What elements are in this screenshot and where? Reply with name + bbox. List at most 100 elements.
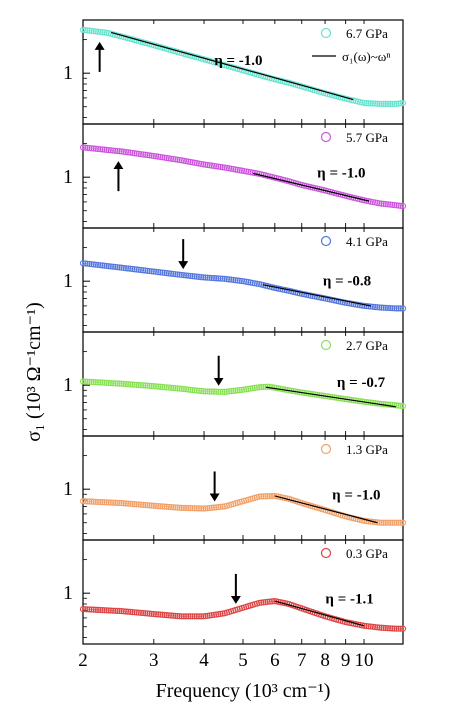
data-point [176, 504, 183, 511]
data-point [378, 304, 385, 311]
data-point [262, 493, 269, 500]
power-law-fit-line [265, 386, 396, 408]
data-point [103, 499, 110, 506]
data-point [163, 384, 170, 391]
data-point [167, 612, 175, 619]
data-point [79, 498, 87, 505]
data-point [249, 385, 256, 392]
data-point [180, 272, 188, 279]
data-point [159, 269, 166, 276]
data-point [148, 268, 155, 275]
x-tick-label: 2 [78, 650, 88, 671]
x-tick-label: 7 [297, 650, 307, 671]
data-point [387, 100, 394, 108]
data-point [217, 163, 224, 171]
data-point [125, 500, 132, 507]
data-point [206, 274, 213, 281]
data-point [133, 501, 140, 508]
data-point [146, 502, 153, 509]
data-point [256, 384, 263, 391]
data-point [387, 625, 394, 632]
data-point [86, 606, 93, 613]
data-point [399, 625, 407, 632]
y-axis-title: σ₁ (10³ Ω⁻¹cm⁻¹) [23, 302, 45, 441]
data-point [208, 612, 215, 619]
legend-marker [320, 235, 332, 247]
data-point [142, 610, 149, 617]
data-point [150, 268, 157, 275]
power-law-fit-line [110, 31, 354, 101]
data-point [170, 384, 177, 392]
data-point [107, 607, 115, 614]
data-point [208, 388, 215, 395]
data-point [146, 382, 153, 389]
data-point [125, 149, 132, 156]
data-point [397, 100, 404, 107]
data-point [378, 100, 385, 108]
data-point [157, 269, 164, 276]
data-point [213, 504, 220, 511]
data-point [82, 606, 89, 613]
data-point [107, 380, 115, 387]
data-point [144, 382, 151, 389]
data-point [359, 302, 366, 309]
data-point [97, 498, 104, 506]
data-point [382, 519, 389, 526]
data-point [384, 401, 392, 408]
data-point [135, 381, 142, 389]
data-point [116, 380, 123, 387]
data-point [217, 610, 224, 618]
data-point [90, 606, 97, 613]
data-point [191, 387, 198, 394]
data-point [120, 500, 127, 507]
data-point [172, 271, 179, 278]
data-point [135, 266, 142, 273]
data-point [125, 608, 132, 615]
data-point [150, 502, 157, 509]
data-point [391, 201, 398, 209]
data-point [376, 200, 383, 207]
data-point [210, 611, 218, 618]
data-point [101, 379, 108, 386]
data-point [152, 153, 160, 160]
data-point [172, 156, 179, 163]
data-point [84, 378, 91, 385]
data-point [163, 270, 170, 277]
data-point [82, 498, 89, 505]
data-point [79, 144, 87, 151]
data-point [374, 624, 381, 631]
x-tick-label: 10 [355, 650, 374, 671]
data-series-1 [79, 144, 407, 210]
data-point [389, 100, 396, 108]
data-series-2 [79, 260, 407, 312]
data-point [165, 270, 173, 277]
data-point [193, 387, 200, 394]
data-point [116, 607, 123, 615]
data-point [189, 273, 196, 280]
data-point [142, 501, 149, 509]
data-point [376, 100, 383, 107]
data-point [234, 277, 241, 284]
data-point [187, 386, 194, 393]
data-point [120, 264, 127, 272]
data-point [101, 146, 108, 153]
data-point [376, 304, 383, 311]
data-point [155, 383, 162, 390]
data-point [105, 499, 112, 506]
data-point [148, 502, 155, 509]
data-point [217, 503, 224, 510]
data-point [236, 277, 243, 284]
x-axis-title: Frequency (10³ cm⁻¹) [156, 680, 331, 702]
panel-3: 1 η = -0.7 2.7 GPa [63, 331, 407, 437]
data-point [159, 611, 166, 618]
data-point [129, 381, 136, 388]
data-point [112, 380, 119, 387]
data-point [152, 383, 160, 390]
data-point [234, 387, 241, 394]
data-point [140, 267, 147, 274]
data-point [230, 276, 237, 284]
data-point [105, 379, 112, 387]
data-point [86, 27, 93, 34]
data-point [182, 504, 190, 512]
data-point [178, 271, 185, 279]
